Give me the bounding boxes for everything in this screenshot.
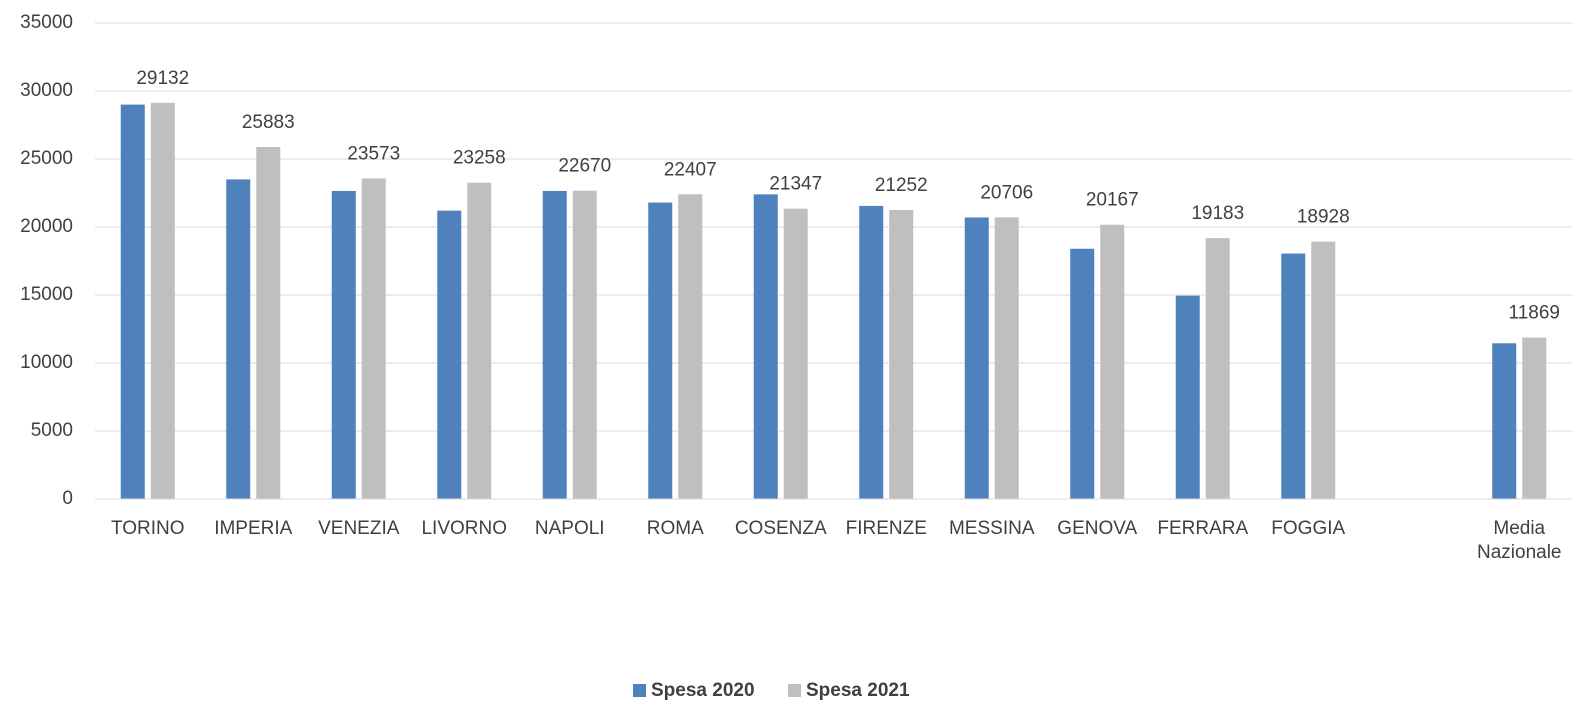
data-label: 21252 (875, 175, 928, 196)
x-tick-label: COSENZA (734, 518, 827, 539)
data-label: 22670 (558, 156, 611, 177)
data-label: 11869 (1509, 303, 1560, 324)
bar (1205, 238, 1230, 499)
bar (331, 190, 356, 499)
bar (753, 194, 778, 500)
bar (150, 102, 175, 499)
bar (572, 190, 597, 500)
x-tick-label: VENEZIA (318, 518, 400, 539)
data-label: 23258 (453, 148, 506, 169)
bar (859, 205, 884, 500)
x-tick-label: MESSINA (948, 518, 1035, 539)
x-tick-label: FOGGIA (1271, 518, 1346, 539)
bar (437, 210, 462, 499)
y-tick-label: 35000 (20, 12, 73, 33)
bar (1281, 253, 1306, 499)
bar (678, 194, 703, 499)
x-tick-label: IMPERIA (214, 518, 293, 539)
bar (1100, 224, 1125, 499)
y-tick-label: 30000 (20, 80, 73, 101)
data-label: 19183 (1191, 203, 1244, 224)
x-tick-label: ROMA (646, 518, 704, 539)
legend-swatch (633, 684, 646, 697)
legend-label: Spesa 2020 (651, 680, 755, 701)
bar (1175, 295, 1200, 499)
data-label: 20706 (980, 182, 1033, 203)
x-tick-label: Media Nazionale (1477, 518, 1562, 563)
data-label: 21347 (769, 174, 822, 195)
bar (1070, 248, 1095, 499)
bar (964, 217, 989, 500)
data-label: 22407 (664, 159, 717, 180)
bar (542, 190, 567, 499)
bar (226, 179, 251, 499)
data-label: 29132 (136, 68, 189, 89)
data-label: 18928 (1297, 207, 1350, 228)
y-tick-label: 10000 (20, 352, 73, 373)
bar (1522, 337, 1547, 499)
x-tick-label: NAPOLI (534, 518, 605, 539)
x-tick-label: LIVORNO (421, 518, 508, 539)
x-tick-label: FERRARA (1157, 518, 1249, 539)
bar (467, 182, 492, 499)
legend-label: Spesa 2021 (806, 680, 910, 701)
bar (256, 146, 281, 499)
x-tick-label: TORINO (110, 518, 185, 539)
y-tick-label: 5000 (31, 420, 73, 441)
data-label: 23573 (347, 143, 400, 164)
y-tick-label: 15000 (20, 284, 73, 305)
bar (994, 217, 1019, 499)
x-tick-label: GENOVA (1057, 518, 1138, 539)
data-label: 20167 (1086, 190, 1139, 211)
y-tick-label: 0 (62, 488, 73, 509)
legend-swatch (788, 684, 801, 697)
bar (1492, 343, 1517, 499)
y-tick-label: 25000 (20, 148, 73, 169)
bar (648, 202, 673, 499)
data-label: 25883 (242, 112, 295, 133)
y-tick-label: 20000 (20, 216, 73, 237)
bar (889, 209, 914, 500)
bar (120, 104, 145, 499)
bar (1311, 241, 1336, 499)
bar (783, 208, 808, 500)
bar (361, 178, 386, 499)
x-tick-label: FIRENZE (845, 518, 927, 539)
